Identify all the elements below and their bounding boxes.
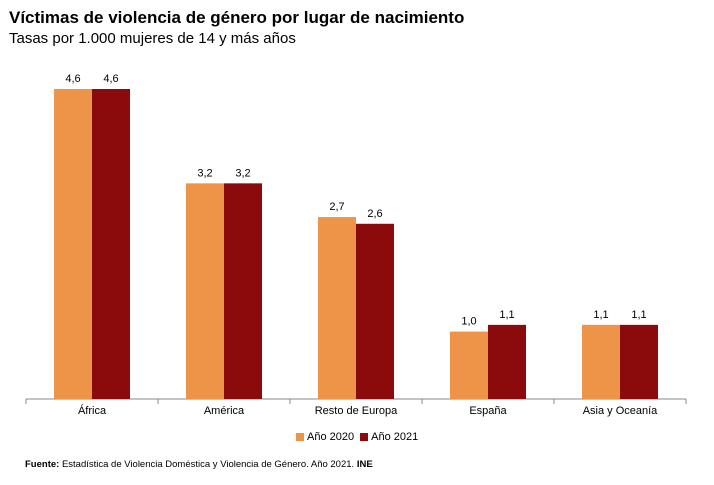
category-label: África: [78, 404, 107, 417]
bar-2020: [186, 183, 224, 399]
data-label: 1,1: [631, 309, 646, 321]
legend-swatch-2020: [296, 433, 304, 441]
bar-2021: [620, 324, 658, 399]
source-org: INE: [356, 459, 373, 470]
data-label: 1,1: [593, 309, 608, 321]
source-note: Fuente: Estadística de Violencia Domésti…: [25, 459, 373, 470]
chart-subtitle: Tasas por 1.000 mujeres de 14 y más años: [9, 30, 296, 47]
bar-2020: [450, 331, 488, 399]
bar-2020: [54, 89, 92, 399]
category-label: España: [469, 405, 507, 417]
data-label: 3,2: [235, 167, 250, 179]
bar-2020: [318, 217, 356, 399]
bar-2021: [224, 183, 262, 399]
legend-item-2020: Año 2020: [296, 431, 354, 443]
legend-label-2021: Año 2021: [371, 431, 419, 443]
bar-2021: [488, 324, 526, 399]
data-label: 1,1: [499, 309, 514, 321]
category-label: Resto de Europa: [315, 405, 398, 417]
source-text: Estadística de Violencia Doméstica y Vio…: [61, 459, 355, 470]
data-label: 2,6: [367, 208, 382, 220]
data-label: 3,2: [197, 167, 212, 179]
category-label: América: [204, 405, 245, 417]
data-label: 2,7: [329, 201, 344, 213]
chart-title: Víctimas de violencia de género por luga…: [9, 8, 465, 27]
bar-2021: [356, 223, 394, 399]
legend: Año 2020 Año 2021: [296, 431, 424, 443]
category-label: Asia y Oceanía: [583, 405, 658, 417]
bar-2020: [582, 324, 620, 399]
legend-label-2020: Año 2020: [307, 431, 355, 443]
legend-swatch-2021: [360, 433, 369, 441]
legend-item-2021: Año 2021: [360, 431, 418, 443]
source-label: Fuente:: [25, 459, 60, 470]
data-label: 4,6: [65, 73, 80, 85]
data-label: 1,0: [461, 316, 476, 328]
data-label: 4,6: [103, 73, 118, 85]
bar-2021: [92, 89, 130, 399]
